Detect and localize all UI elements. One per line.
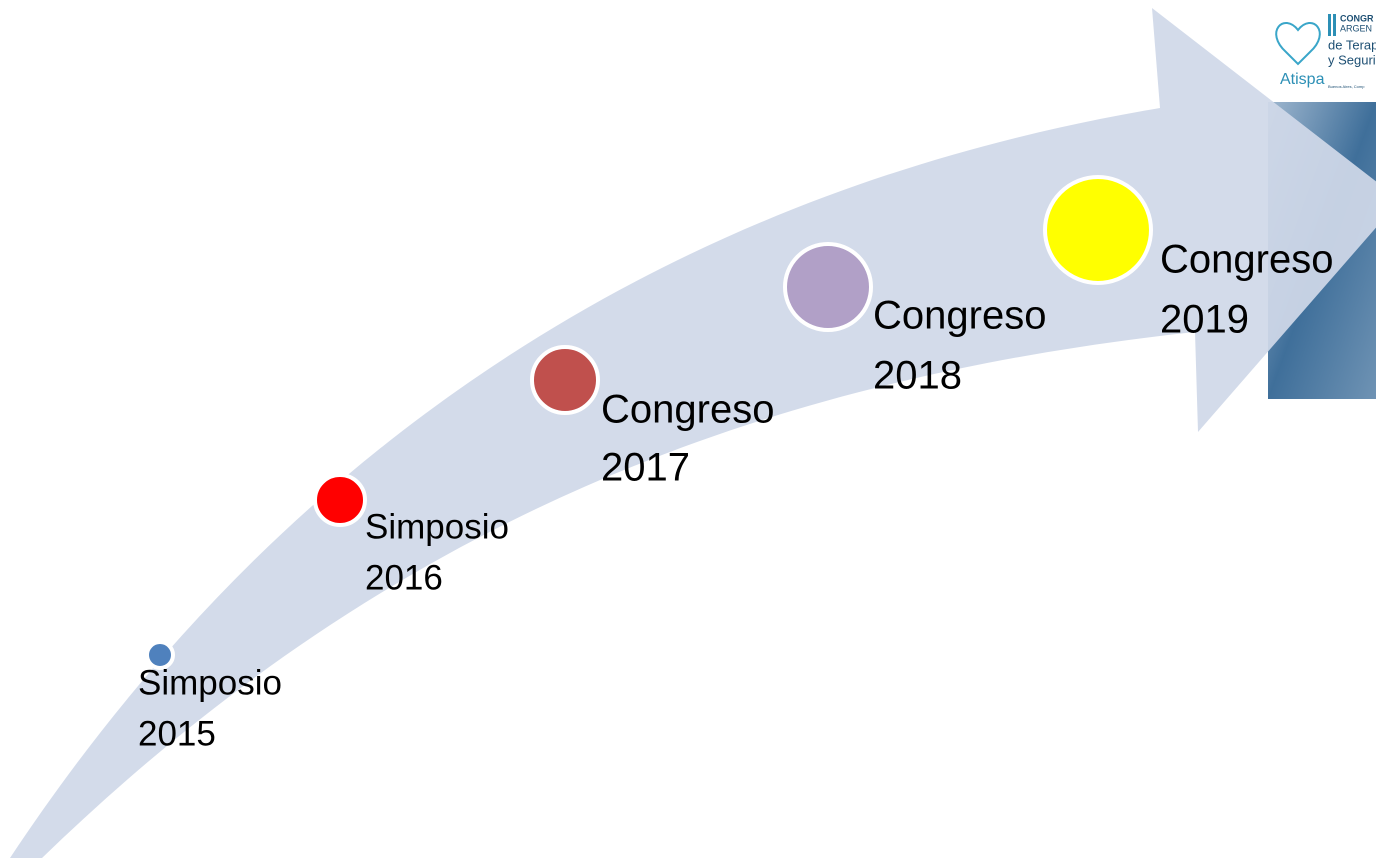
milestone-label: Simposio	[138, 663, 282, 702]
milestone-label: Congreso	[873, 294, 1046, 338]
milestone-label: Congreso	[601, 388, 774, 432]
timeline-diagram: Atispa CONGR ARGEN de Terap y Segurid Bu…	[0, 0, 1376, 859]
logo-note: Buenos Aires, Comp	[1328, 84, 1365, 89]
milestone-year: 2016	[365, 558, 443, 597]
logo-line: de Terap	[1328, 37, 1376, 52]
milestone-label: Congreso	[1160, 238, 1333, 282]
logo-line: CONGR	[1340, 13, 1374, 23]
milestone-dot	[1045, 177, 1151, 283]
logo: Atispa CONGR ARGEN de Terap y Segurid Bu…	[1276, 13, 1376, 89]
logo-heart	[1276, 23, 1320, 64]
page: Atispa CONGR ARGEN de Terap y Segurid Bu…	[0, 0, 1376, 859]
milestone-dot	[785, 244, 871, 330]
logo-brand: Atispa	[1280, 71, 1325, 88]
logo-line: ARGEN	[1340, 23, 1372, 33]
milestone-year: 2017	[601, 446, 690, 490]
logo-line: y Segurid	[1328, 52, 1376, 67]
milestone-label: Simposio	[365, 507, 509, 546]
logo-bar	[1333, 14, 1336, 36]
logo-bar	[1328, 14, 1331, 36]
milestone-year: 2015	[138, 714, 216, 753]
milestone-year: 2019	[1160, 298, 1249, 342]
milestone-dot	[532, 347, 598, 413]
milestone-dot	[315, 475, 365, 525]
milestone-year: 2018	[873, 354, 962, 398]
